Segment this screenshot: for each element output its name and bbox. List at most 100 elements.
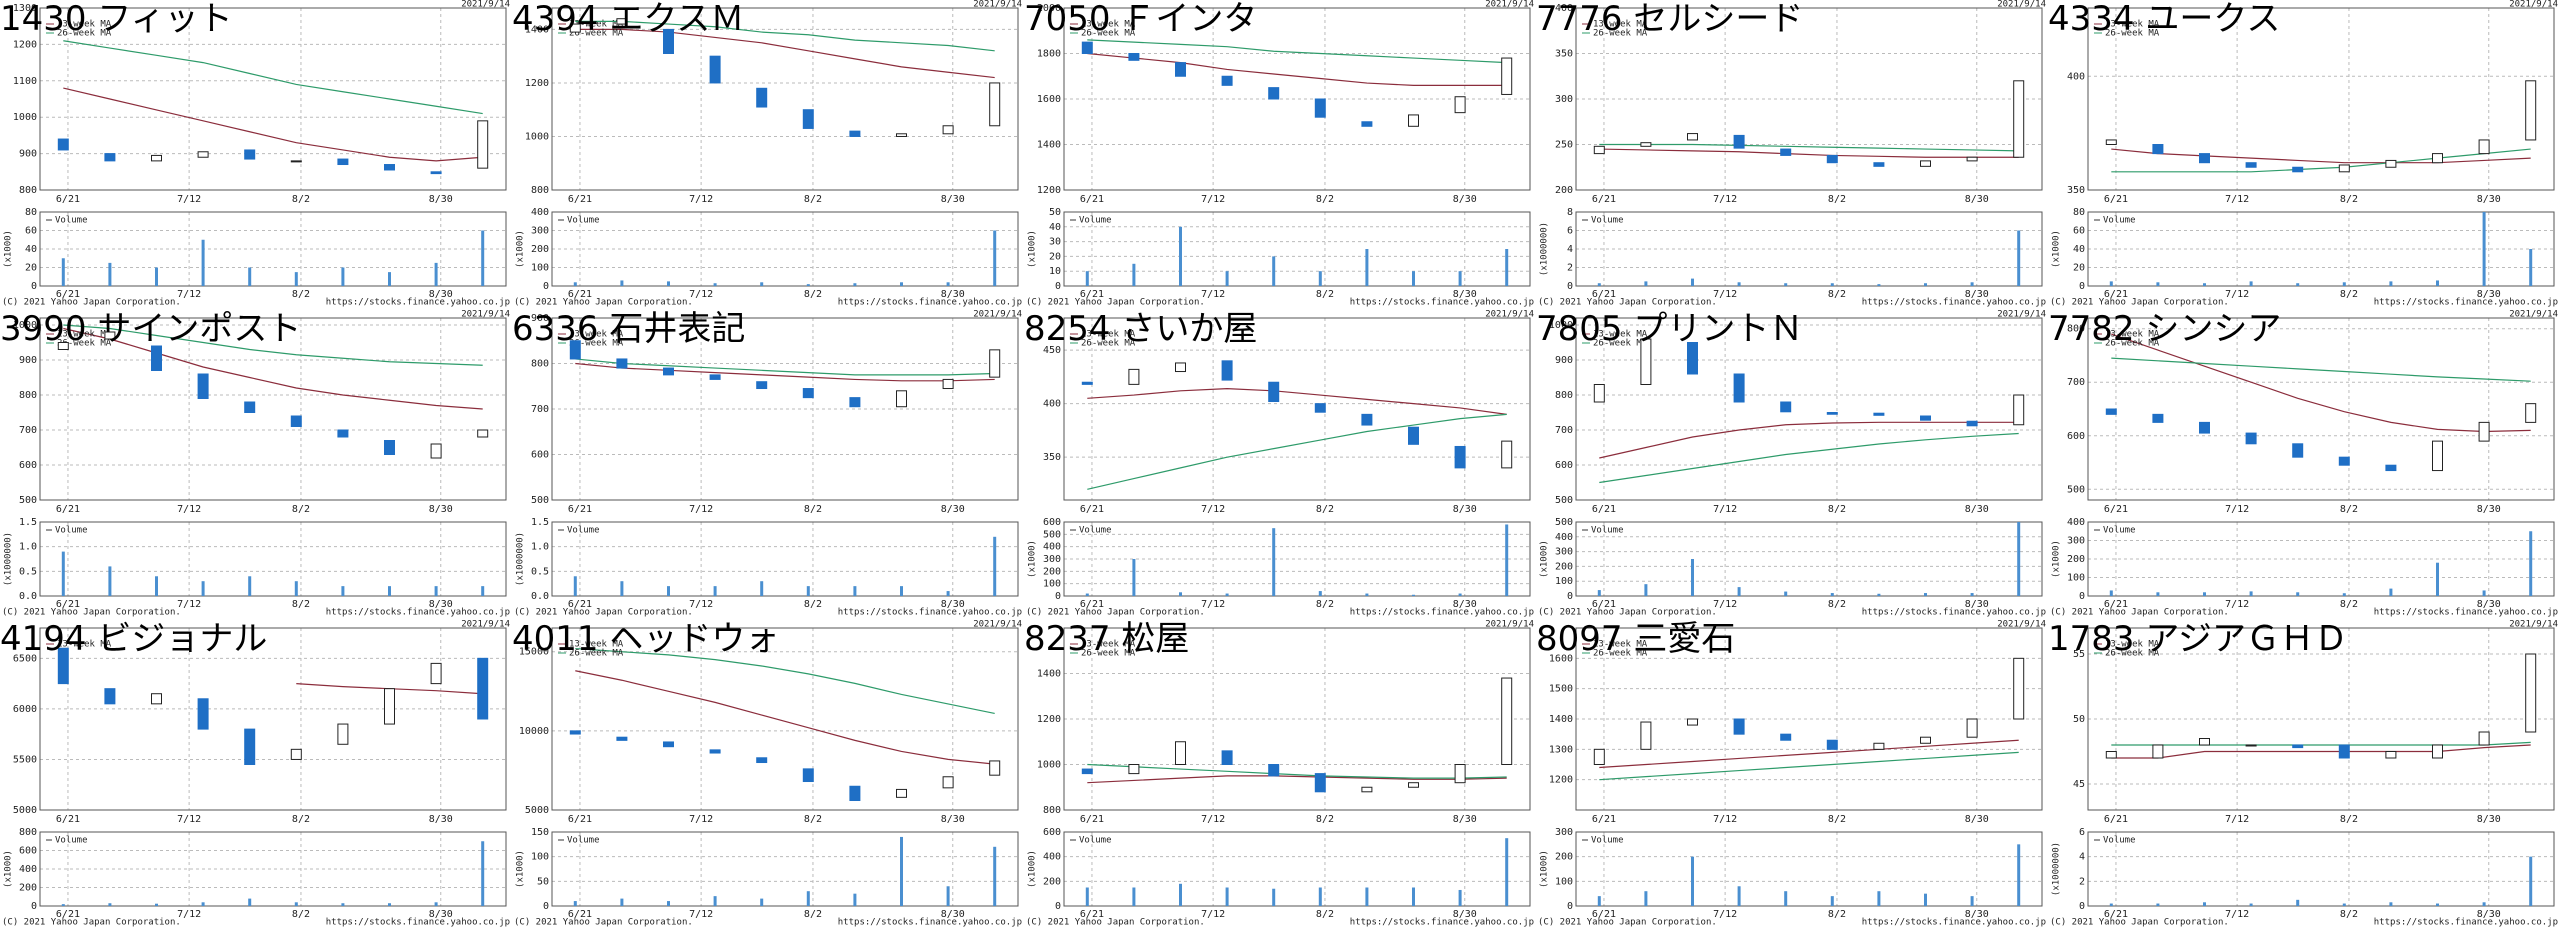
x-tick-label: 8/30	[1453, 194, 1477, 205]
x-tick-label: 6/21	[1080, 814, 1104, 825]
volume-unit: (x1000)	[2052, 230, 2062, 268]
volume-bar	[573, 576, 577, 596]
ma-line	[1087, 775, 1507, 784]
candle	[2338, 456, 2350, 466]
x-tick-label: 8/30	[2477, 289, 2501, 300]
plot-frame	[551, 521, 1019, 597]
volume-bar	[434, 262, 438, 286]
date: 2021/9/14	[973, 310, 1022, 320]
date: 2021/9/14	[2509, 310, 2558, 320]
volume-bar	[1225, 271, 1229, 286]
volume-bar	[1877, 284, 1881, 286]
volume-bar	[946, 886, 950, 906]
candle	[2152, 413, 2164, 423]
candle	[1920, 160, 1931, 167]
candle	[942, 125, 954, 135]
volume-bar	[248, 576, 252, 596]
plot-frame	[1063, 831, 1531, 907]
x-tick-label: 8/2	[804, 599, 822, 610]
y-tick-label: 1.0	[531, 542, 549, 553]
ma-line	[1599, 432, 2019, 484]
candle	[1128, 368, 1140, 385]
volume-bar	[2296, 899, 2300, 906]
volume-bar	[1365, 249, 1369, 286]
y-tick-label: 10	[1049, 266, 1061, 277]
y-tick-label: 0	[1055, 591, 1061, 602]
candle	[2013, 394, 2025, 426]
x-tick-label: 7/12	[689, 289, 713, 300]
candle	[2478, 731, 2490, 746]
candle	[616, 736, 628, 741]
candle	[709, 749, 721, 754]
candle	[1221, 750, 1233, 765]
source-url: https://stocks.finance.yahoo.co.jp	[838, 918, 1022, 928]
plot-frame	[1575, 521, 2043, 597]
x-tick-label: 6/21	[2104, 504, 2128, 515]
y-tick-label: 200	[1043, 566, 1061, 577]
volume-unit: (x1000000)	[2052, 842, 2062, 896]
candle	[1593, 384, 1605, 403]
y-tick-label: 200	[2067, 554, 2085, 565]
x-tick-label: 6/21	[56, 909, 80, 920]
y-tick-label: 60	[2073, 226, 2085, 237]
legend-label: Volume	[1591, 216, 1624, 226]
volume-bar	[760, 898, 764, 906]
y-tick-label: 1000	[1037, 760, 1061, 771]
candle	[2478, 421, 2490, 442]
x-tick-label: 8/30	[1965, 814, 1989, 825]
x-tick-label: 8/2	[2340, 289, 2358, 300]
volume-bar	[667, 281, 670, 286]
source-url: https://stocks.finance.yahoo.co.jp	[2374, 608, 2558, 618]
candle	[616, 18, 628, 25]
volume-bar	[1179, 226, 1182, 286]
plot-frame	[551, 627, 1019, 811]
volume-bar	[1085, 271, 1089, 286]
volume-bar	[667, 901, 670, 906]
legend-label: 13-week MA	[1081, 640, 1136, 650]
volume-bar	[620, 280, 624, 286]
y-tick-label: 80	[2073, 207, 2085, 218]
volume-bar	[1085, 593, 1089, 596]
x-tick-label: 7/12	[2225, 504, 2249, 515]
candle	[2013, 80, 2025, 158]
x-tick-label: 7/12	[177, 289, 201, 300]
x-tick-label: 6/21	[56, 289, 80, 300]
volume-bar	[1877, 891, 1881, 906]
x-tick-label: 8/30	[2477, 909, 2501, 920]
x-tick-label: 8/30	[1453, 504, 1477, 515]
date: 2021/9/14	[1485, 310, 1534, 320]
ma-line	[1599, 421, 2019, 459]
y-tick-label: 100	[531, 852, 549, 863]
x-tick-label: 6/21	[1080, 504, 1104, 515]
y-tick-label: 0.5	[19, 566, 37, 577]
x-tick-label: 8/2	[804, 909, 822, 920]
legend-label: 13-week MA	[1081, 20, 1136, 30]
volume-unit: (x1000)	[4, 850, 14, 888]
legend-label: 26-week MA	[1593, 649, 1648, 659]
plot-frame	[2087, 521, 2555, 597]
y-tick-label: 6	[1567, 226, 1573, 237]
x-tick-label: 8/30	[429, 599, 453, 610]
y-tick-label: 0	[31, 281, 37, 292]
legend-label: 13-week MA	[569, 640, 624, 650]
legend-label: Volume	[1591, 526, 1624, 536]
volume-bar	[2203, 902, 2206, 906]
candle	[663, 28, 674, 54]
candle	[1314, 773, 1326, 793]
legend-label: Volume	[2103, 836, 2136, 846]
volume-bar	[1272, 888, 1276, 906]
volume-bar	[1412, 271, 1415, 286]
volume-unit: (x1000)	[1540, 540, 1550, 578]
plot-frame	[2087, 211, 2555, 287]
ma-line	[63, 324, 483, 366]
ma-line	[1087, 413, 1507, 490]
ma-line	[63, 87, 483, 162]
y-tick-label: 700	[531, 404, 549, 415]
candle	[1501, 57, 1513, 95]
legend-label: Volume	[55, 216, 88, 226]
y-tick-label: 400	[1043, 399, 1061, 410]
volume-bar	[760, 282, 764, 286]
candle	[2199, 153, 2210, 164]
x-tick-label: 7/12	[689, 504, 713, 515]
y-tick-label: 0	[1055, 901, 1061, 912]
